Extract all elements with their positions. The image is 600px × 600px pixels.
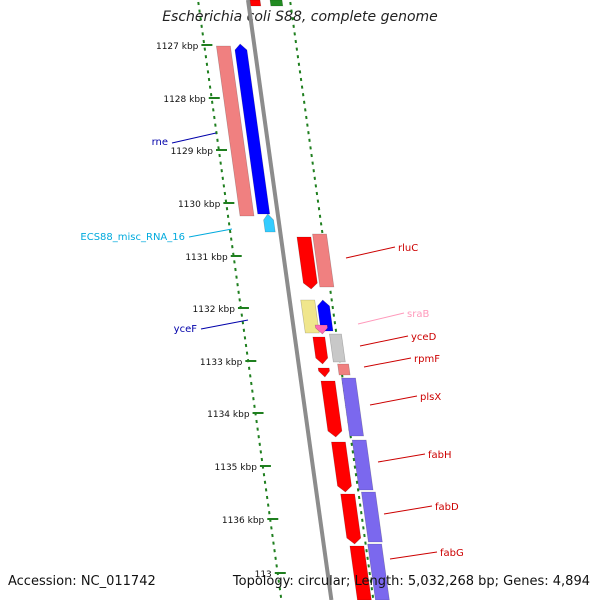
- genome-backbone: [246, 0, 334, 600]
- feature-top-red[interactable]: [249, 0, 262, 7]
- backbone: [246, 0, 334, 600]
- scale-label: 1132 kbp: [193, 305, 236, 315]
- scale-label: 113: [255, 570, 272, 580]
- gene-label-srab[interactable]: sraB: [407, 309, 429, 320]
- accession-text: Accession: NC_011742: [8, 574, 156, 589]
- feature-srab[interactable]: [314, 324, 328, 335]
- scale-label: 1134 kbp: [207, 410, 250, 420]
- gene-label-rpmf[interactable]: rpmF: [414, 354, 440, 365]
- scale-label: 1127 kbp: [156, 42, 199, 52]
- scale-label: 1129 kbp: [171, 147, 214, 157]
- feature-ycef-yellow[interactable]: [300, 299, 320, 334]
- gene-label-yced[interactable]: yceD: [411, 332, 437, 343]
- map-title: Escherichia coli S88, complete genome: [162, 9, 438, 25]
- feature-yced-gray[interactable]: [329, 333, 346, 363]
- feature-fabd[interactable]: [340, 493, 362, 545]
- feature-misc-rna[interactable]: [263, 213, 276, 233]
- feature-rpmf-light[interactable]: [337, 363, 351, 376]
- feature-fabg-purple[interactable]: [367, 543, 390, 600]
- scale-labels: 1127 kbp 1128 kbp 1129 kbp 1130 kbp 1131 kbp…: [156, 42, 286, 580]
- scale-label: 1128 kbp: [163, 95, 206, 105]
- gene-label-rluc[interactable]: rluC: [398, 243, 418, 254]
- feature-ycef[interactable]: [317, 299, 334, 332]
- feature-yced[interactable]: [312, 336, 329, 365]
- feature-fabh[interactable]: [331, 441, 352, 493]
- feature-top-green[interactable]: [269, 0, 284, 7]
- feature-rpmf[interactable]: [317, 367, 330, 378]
- feature-fabg[interactable]: [349, 545, 372, 600]
- scale-label: 1130 kbp: [178, 200, 221, 210]
- gene-label-ecs88-misc-rna-16[interactable]: ECS88_misc_RNA_16: [80, 232, 185, 243]
- gene-label-fabd[interactable]: fabD: [435, 502, 459, 513]
- feature-fabd-purple[interactable]: [361, 491, 383, 543]
- gene-label-fabg[interactable]: fabG: [440, 548, 464, 559]
- feature-layer: [216, 0, 390, 600]
- feature-rne-light[interactable]: [216, 45, 255, 217]
- feature-plsx[interactable]: [320, 380, 343, 438]
- gene-label-plsx[interactable]: plsX: [420, 392, 441, 403]
- scale-label: 1135 kbp: [215, 463, 258, 473]
- scale-label: 1136 kbp: [222, 516, 265, 526]
- feature-plsx-purple[interactable]: [341, 377, 364, 437]
- tick-track-left: [197, 1, 283, 598]
- feature-rluc-light[interactable]: [312, 233, 335, 288]
- feature-rne[interactable]: [234, 43, 271, 215]
- gene-label-ycef[interactable]: yceF: [174, 324, 198, 335]
- scale-label: 1131 kbp: [185, 253, 228, 263]
- gene-label-fabh[interactable]: fabH: [428, 450, 452, 461]
- feature-fabh-purple[interactable]: [351, 439, 374, 491]
- gene-label-rne[interactable]: rne: [152, 137, 168, 148]
- gene-labels: rne ECS88_misc_RNA_16 yceF rluC sraB yceD rpmF…: [80, 132, 464, 560]
- feature-rluc[interactable]: [296, 236, 318, 290]
- scale-label: 1133 kbp: [200, 358, 243, 368]
- topology-text: Topology: circular; Length: 5,032,268 bp…: [232, 574, 590, 589]
